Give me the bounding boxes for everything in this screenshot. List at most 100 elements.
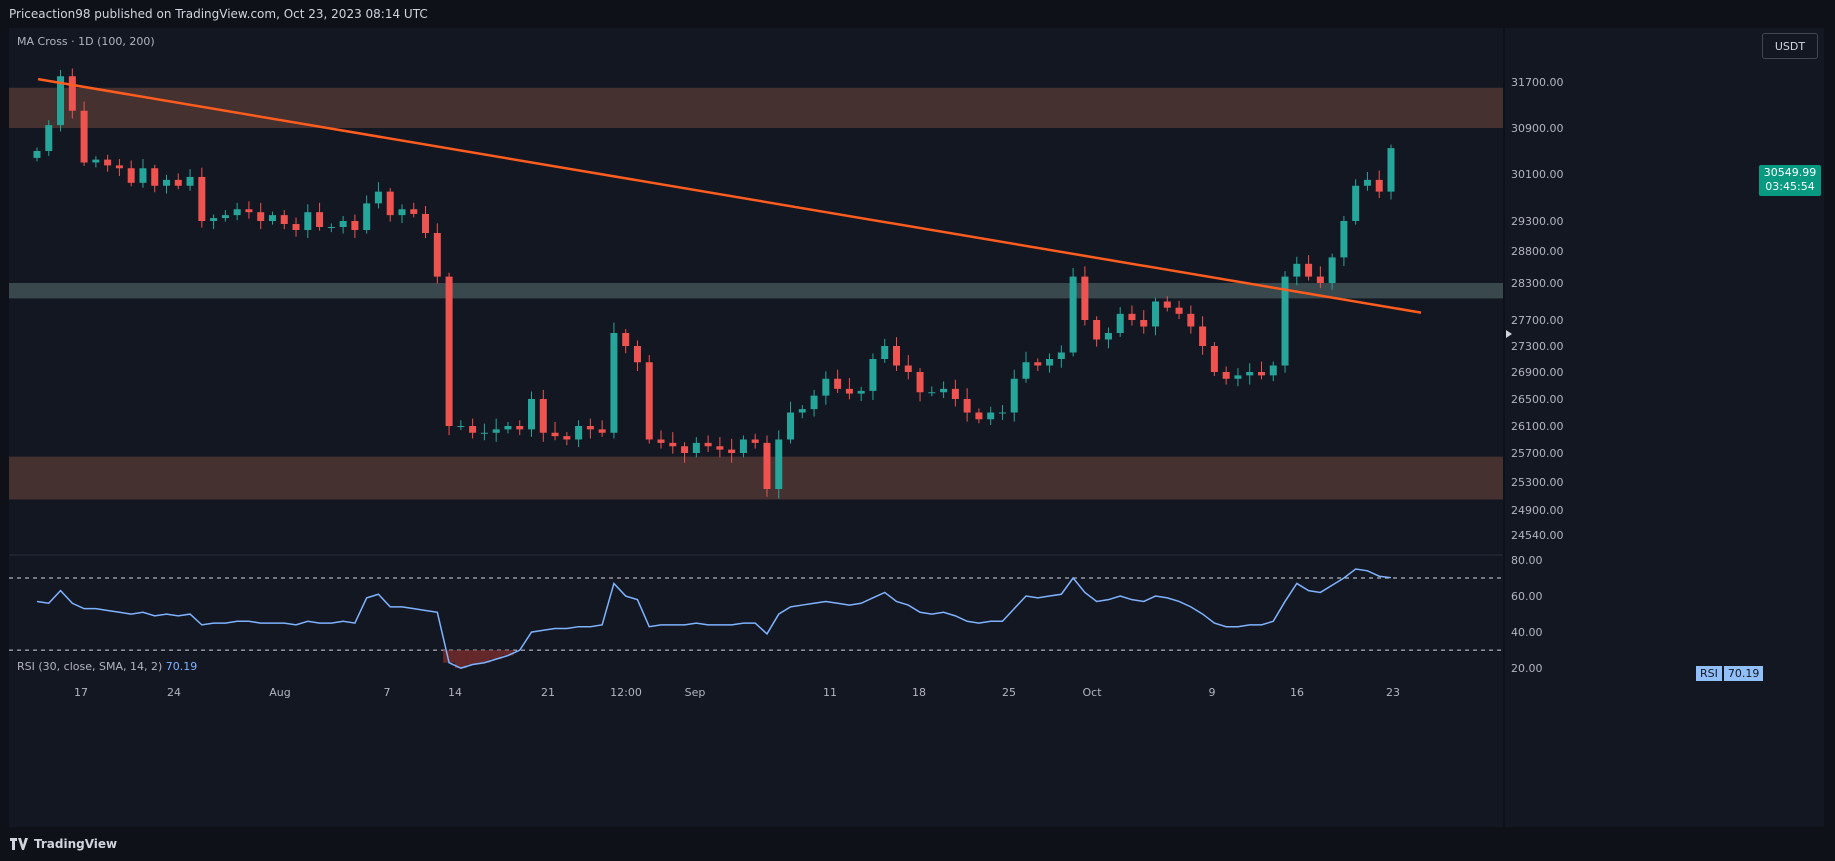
price-tick-label: 24900.00 xyxy=(1511,504,1564,517)
rsi-title-label: RSI (30, close, SMA, 14, 2) xyxy=(17,660,163,673)
time-tick-label: Sep xyxy=(685,686,706,699)
rsi-oversold-fill xyxy=(490,650,503,660)
rsi-oversold-fill xyxy=(502,650,514,656)
candle-body xyxy=(45,125,53,151)
candle-body xyxy=(104,159,112,166)
candle-body xyxy=(1269,365,1277,376)
candle-body xyxy=(1081,276,1089,320)
indicator-title: MA Cross · 1D (100, 200) xyxy=(17,35,155,48)
currency-button[interactable]: USDT xyxy=(1762,33,1818,59)
candle-body xyxy=(1140,320,1148,327)
plot-background xyxy=(9,28,1503,680)
brand[interactable]: TradingView xyxy=(10,837,117,851)
candle-body xyxy=(115,165,123,169)
candle-body xyxy=(1234,375,1242,379)
top-bar: Priceaction98 published on TradingView.c… xyxy=(0,0,1835,28)
candle-body xyxy=(657,439,665,443)
price-tick-label: 26100.00 xyxy=(1511,420,1564,433)
candle-body xyxy=(610,333,618,433)
candle-body xyxy=(1387,148,1395,192)
candle-body xyxy=(480,432,488,434)
candle-body xyxy=(951,388,959,399)
time-tick-label: 11 xyxy=(823,686,837,699)
zone-lower xyxy=(9,456,1503,500)
candle-body xyxy=(351,221,359,230)
bottom-bar: TradingView xyxy=(0,827,1835,861)
candle-body xyxy=(822,378,830,396)
candle-body xyxy=(692,442,700,453)
candle-body xyxy=(1340,221,1348,258)
candle-body xyxy=(1352,185,1360,221)
candle-body xyxy=(869,359,877,391)
candle-body xyxy=(987,412,995,420)
candle-body xyxy=(92,159,100,163)
candle-body xyxy=(645,362,653,440)
countdown: 03:45:54 xyxy=(1765,180,1815,193)
candle-body xyxy=(457,426,465,427)
candle-body xyxy=(304,212,312,230)
candle-body xyxy=(1222,372,1230,379)
candle-body xyxy=(1199,326,1207,346)
candle-body xyxy=(210,218,218,221)
candle-body xyxy=(940,388,948,393)
price-tick-label: 29300.00 xyxy=(1511,215,1564,228)
candle-body xyxy=(398,209,406,216)
time-tick-label: 18 xyxy=(912,686,926,699)
candle-body xyxy=(1305,263,1313,277)
candle-body xyxy=(881,346,889,359)
time-tick-label: 24 xyxy=(167,686,181,699)
candle-body xyxy=(163,179,171,186)
candle-body xyxy=(845,388,853,394)
price-tick-label: 27300.00 xyxy=(1511,340,1564,353)
chart-area[interactable]: 31700.00 30900.00 30100.00 29300.00 28800.00… xyxy=(9,28,1824,827)
candle-body xyxy=(963,399,971,413)
candle-body xyxy=(810,395,818,410)
candle-body xyxy=(268,215,276,221)
candle-body xyxy=(1010,378,1018,413)
time-tick-label: 16 xyxy=(1290,686,1304,699)
candle-body xyxy=(1316,276,1324,283)
time-tick-label: 9 xyxy=(1209,686,1216,699)
candle-body xyxy=(904,365,912,372)
candle-body xyxy=(327,227,335,228)
candle-body xyxy=(633,346,641,363)
candle-body xyxy=(1363,179,1371,186)
candle-body xyxy=(469,426,477,433)
last-price-value: 30549.99 xyxy=(1763,166,1817,179)
zone-middle xyxy=(9,283,1503,299)
price-tick-label: 27700.00 xyxy=(1511,314,1564,327)
candle-body xyxy=(445,276,453,426)
candle-body xyxy=(575,426,583,440)
rsi-title: RSI (30, close, SMA, 14, 2) 70.19 xyxy=(17,660,197,673)
candle-body xyxy=(1034,362,1042,366)
candle-body xyxy=(739,439,747,453)
rsi-title-value: 70.19 xyxy=(165,660,198,673)
price-tick-label: 25700.00 xyxy=(1511,447,1564,460)
rsi-oversold-fill xyxy=(443,650,455,663)
time-tick-label: 23 xyxy=(1386,686,1400,699)
candle-body xyxy=(374,191,382,204)
rsi-tick-label: 80.00 xyxy=(1511,554,1543,567)
candle-body xyxy=(1046,359,1054,366)
rsi-oversold-fill xyxy=(478,650,491,663)
candle-body xyxy=(916,372,924,393)
candle-body xyxy=(1116,313,1124,333)
candle-body xyxy=(704,442,712,447)
candle-body xyxy=(857,390,865,394)
rsi-value-tag: RSI 70.19 xyxy=(1696,666,1764,681)
candle-body xyxy=(339,221,347,227)
candle-body xyxy=(539,399,547,433)
time-tick-label: 17 xyxy=(74,686,88,699)
price-tick-label: 26500.00 xyxy=(1511,393,1564,406)
time-tick-label: 21 xyxy=(541,686,555,699)
tradingview-logo-icon xyxy=(10,838,28,850)
candle-body xyxy=(1246,372,1254,376)
candle-body xyxy=(1069,276,1077,353)
time-tick-label: Aug xyxy=(269,686,290,699)
rsi-tick-label: 60.00 xyxy=(1511,590,1543,603)
candle-body xyxy=(68,76,76,111)
candle-body xyxy=(221,215,229,219)
candle-body xyxy=(1093,320,1101,340)
candle-body xyxy=(292,224,300,230)
candle-body xyxy=(1128,313,1136,320)
